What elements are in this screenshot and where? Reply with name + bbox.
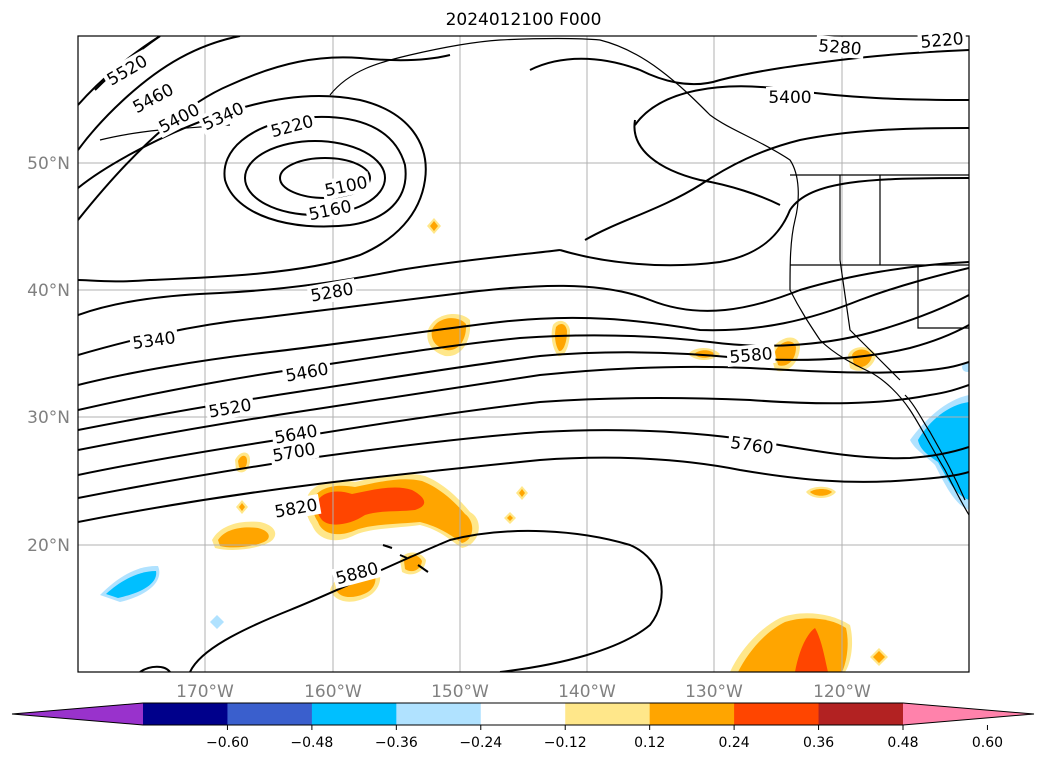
colorbar-tick-label: 0.36 [803, 735, 834, 751]
colorbar-tick-label: 0.24 [719, 735, 750, 751]
colorbar-tick-label: −0.48 [290, 735, 333, 751]
lat-label: 50°N [27, 154, 70, 174]
colorbar-segment [311, 703, 397, 725]
colorbar-tick-label: −0.24 [459, 735, 502, 751]
lat-label: 30°N [27, 408, 70, 428]
lon-label: 140°W [558, 682, 616, 702]
colorbar-extend-low [12, 703, 143, 725]
lon-label: 160°W [304, 682, 362, 702]
shade-orange-1 [431, 318, 467, 351]
colorbar-tick-label: 0.60 [972, 735, 1003, 751]
lat-labels: 50°N 40°N 30°N 20°N [27, 154, 70, 556]
contour-label: 5580 [729, 344, 774, 368]
lat-label: 40°N [27, 281, 70, 301]
map-title: 2024012100 F000 [445, 10, 602, 30]
shade-blue [106, 571, 157, 598]
contour-5220-ring [223, 115, 407, 228]
colorbar-segment [143, 703, 228, 725]
colorbar-segment [734, 703, 820, 725]
colorbar-extend-high [903, 703, 1034, 725]
shade-red-hawaii [316, 487, 425, 525]
colorbar-segment [480, 703, 566, 725]
contour-label: 5220 [920, 29, 965, 53]
map-border [77, 35, 970, 673]
contour-label: 5280 [817, 36, 862, 60]
lon-label: 120°W [813, 682, 871, 702]
colorbar-segment [227, 703, 313, 725]
colorbar-tick-label: −0.36 [375, 735, 418, 751]
colorbar-segment [818, 703, 904, 725]
colorbar-tick-label: 0.12 [634, 735, 665, 751]
map-background [78, 36, 969, 672]
colorbar: −0.60 −0.48 −0.36 −0.24 −0.12 0.12 0.24 0.36 0.4… [11, 702, 1035, 751]
colorbar-tick-label: −0.12 [544, 735, 587, 751]
lon-labels: 170°W 160°W 150°W 140°W 130°W 120°W [176, 682, 871, 702]
colorbar-tick-label: −0.60 [206, 735, 249, 751]
lon-label: 130°W [685, 682, 743, 702]
colorbar-segment [565, 703, 651, 725]
shade-red-south [795, 628, 828, 672]
height-contours [78, 36, 969, 672]
colorbar-segment [649, 703, 735, 725]
colorbar-segment [396, 703, 482, 725]
lon-label: 150°W [431, 682, 489, 702]
lat-label: 20°N [27, 536, 70, 556]
colorbar-tick-label: 0.48 [887, 735, 918, 751]
lon-label: 170°W [176, 682, 234, 702]
contour-label: 5400 [768, 88, 811, 108]
